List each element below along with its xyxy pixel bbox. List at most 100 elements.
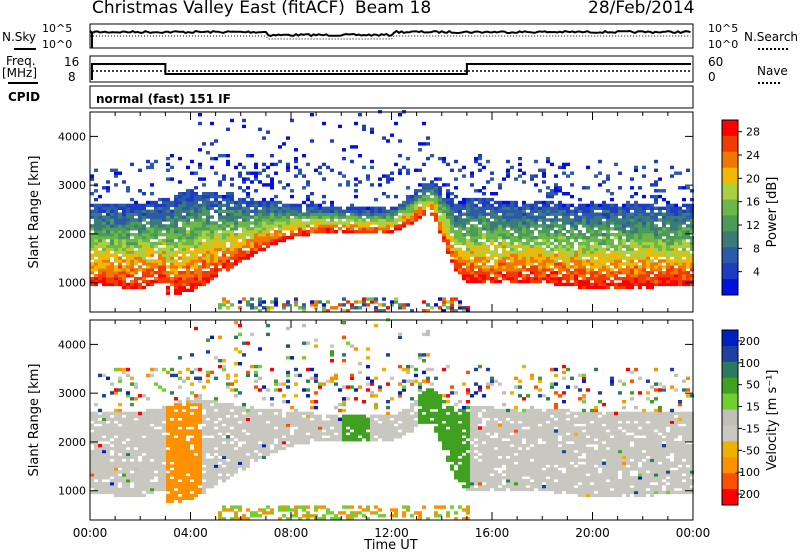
velocity-cell bbox=[170, 482, 174, 486]
power-cell bbox=[382, 303, 386, 307]
power-cell bbox=[514, 244, 518, 249]
power-cell bbox=[486, 180, 490, 184]
velocity-cell bbox=[150, 426, 154, 430]
power-cell bbox=[546, 200, 550, 205]
power-cell bbox=[382, 215, 386, 219]
velocity-cell bbox=[194, 443, 198, 448]
velocity-cell bbox=[234, 394, 238, 398]
power-cell bbox=[314, 203, 318, 208]
power-cell bbox=[510, 268, 514, 272]
power-cell bbox=[534, 221, 538, 225]
velocity-cell bbox=[138, 420, 142, 424]
power-cell bbox=[210, 142, 214, 146]
velocity-cell bbox=[174, 496, 178, 500]
power-cell bbox=[674, 262, 678, 266]
power-cell bbox=[354, 221, 358, 225]
power-cell bbox=[678, 186, 682, 190]
power-cell bbox=[558, 241, 562, 246]
power-cell bbox=[450, 212, 454, 216]
power-cell bbox=[606, 203, 610, 208]
power-cell bbox=[518, 235, 522, 240]
power-cell bbox=[434, 186, 438, 190]
velocity-cell bbox=[106, 470, 110, 474]
velocity-cell bbox=[218, 335, 222, 339]
power-cell bbox=[662, 206, 666, 210]
power-cell bbox=[406, 200, 410, 205]
power-cell bbox=[542, 259, 546, 263]
power-cell bbox=[166, 197, 170, 202]
power-cell bbox=[186, 256, 190, 260]
power-cell bbox=[342, 230, 346, 234]
velocity-cell bbox=[214, 405, 218, 410]
power-cell bbox=[470, 262, 474, 266]
velocity-cell bbox=[250, 364, 254, 369]
power-cell bbox=[178, 235, 182, 240]
velocity-cell bbox=[126, 432, 130, 436]
power-cell bbox=[150, 233, 154, 237]
velocity-cell bbox=[186, 423, 190, 427]
power-cell bbox=[478, 247, 482, 251]
velocity-cell bbox=[146, 449, 150, 454]
power-cell bbox=[94, 274, 98, 278]
velocity-cell bbox=[190, 429, 194, 433]
velocity-cell bbox=[218, 511, 222, 515]
power-cell bbox=[286, 165, 290, 170]
velocity-cell bbox=[114, 458, 118, 462]
velocity-cell bbox=[134, 423, 138, 427]
power-cell bbox=[362, 303, 366, 307]
velocity-cell bbox=[238, 408, 242, 413]
velocity-cell bbox=[122, 420, 126, 424]
velocity-cell bbox=[94, 402, 98, 407]
velocity-cell bbox=[146, 484, 150, 489]
velocity-cell bbox=[98, 476, 102, 480]
velocity-cell bbox=[102, 473, 106, 477]
velocity-cell bbox=[142, 493, 146, 498]
velocity-cell bbox=[118, 464, 122, 468]
power-cell bbox=[550, 268, 554, 272]
freq-tick-top: 16 bbox=[64, 55, 80, 69]
velocity-cell bbox=[202, 490, 206, 495]
velocity-cell bbox=[282, 426, 286, 430]
power-cell bbox=[254, 250, 258, 254]
power-cell bbox=[578, 274, 582, 278]
velocity-cell bbox=[94, 452, 98, 457]
power-cell bbox=[546, 279, 550, 284]
power-cell bbox=[410, 209, 414, 213]
power-cell bbox=[302, 306, 306, 310]
power-cell bbox=[202, 177, 206, 181]
power-cell bbox=[178, 230, 182, 234]
power-cell bbox=[626, 247, 630, 251]
power-cell bbox=[518, 244, 522, 249]
velocity-cell bbox=[146, 464, 150, 468]
power-cell bbox=[382, 309, 386, 313]
power-cell bbox=[174, 194, 178, 199]
power-cell bbox=[254, 230, 258, 234]
power-cell bbox=[226, 209, 230, 213]
power-cell bbox=[154, 159, 158, 164]
power-cell bbox=[162, 274, 166, 278]
power-cell bbox=[578, 259, 582, 263]
power-cell bbox=[218, 203, 222, 208]
velocity-cell bbox=[250, 420, 254, 424]
power-cell bbox=[422, 192, 426, 196]
power-cell bbox=[530, 206, 534, 210]
power-cell bbox=[650, 247, 654, 251]
velocity-cell bbox=[174, 432, 178, 436]
power-cell bbox=[242, 227, 246, 231]
velocity-cell bbox=[182, 467, 186, 471]
velocity-cell bbox=[226, 455, 230, 459]
power-cell bbox=[242, 218, 246, 222]
power-cell bbox=[254, 209, 258, 213]
velocity-cell bbox=[146, 397, 150, 401]
velocity-cell bbox=[214, 414, 218, 418]
power-cell bbox=[290, 230, 294, 234]
velocity-cell bbox=[94, 441, 98, 445]
power-cell bbox=[294, 203, 298, 208]
power-cell bbox=[570, 230, 574, 234]
power-cell bbox=[194, 200, 198, 205]
power-cell bbox=[598, 274, 602, 278]
power-cell bbox=[586, 271, 590, 275]
power-cell bbox=[118, 244, 122, 249]
power-cell bbox=[610, 268, 614, 272]
power-cell bbox=[182, 209, 186, 213]
